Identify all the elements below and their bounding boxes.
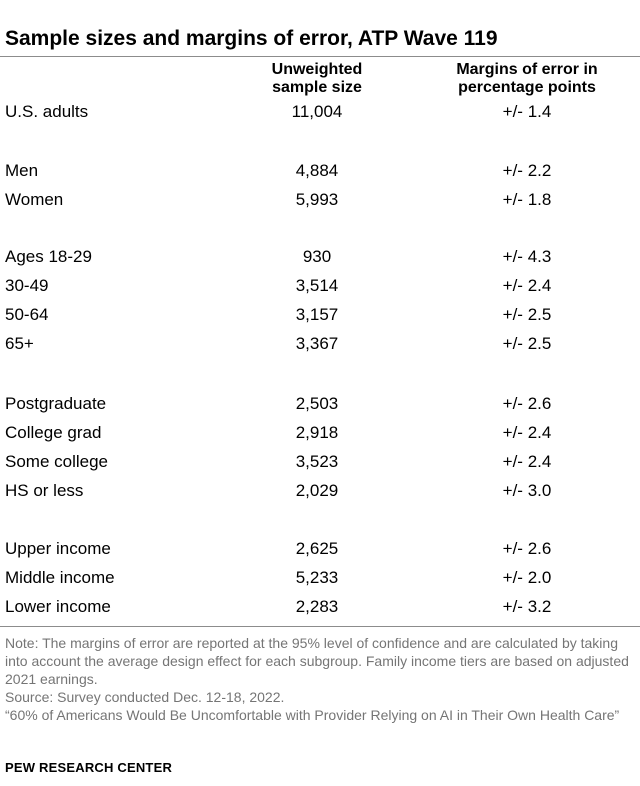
report-title: “60% of Americans Would Be Uncomfortable… <box>5 707 620 723</box>
row-sample-size: 3,514 <box>295 276 339 295</box>
row-margin-of-error: +/- 2.5 <box>502 334 552 353</box>
row-sample-size: 2,625 <box>295 539 339 558</box>
table-row: U.S. adults 11,004 +/- 1.4 <box>0 97 640 126</box>
pew-research-center-logo: PEW RESEARCH CENTER <box>5 760 173 775</box>
row-label: HS or less <box>5 481 84 500</box>
row-sample-size: 2,029 <box>295 481 339 500</box>
row-label: Middle income <box>5 568 115 587</box>
row-margin-of-error: +/- 1.8 <box>502 190 552 209</box>
row-margin-of-error: +/- 2.4 <box>502 452 552 471</box>
table-row: Postgraduate 2,503 +/- 2.6 <box>0 389 640 418</box>
row-margin-of-error: +/- 3.2 <box>502 597 552 616</box>
column-header-margin-line-1: Margins of error in <box>456 61 598 78</box>
row-sample-size: 4,884 <box>295 161 339 180</box>
row-margin-of-error: +/- 2.6 <box>502 539 552 558</box>
row-label: 30-49 <box>5 276 49 295</box>
table-row: 30-49 3,514 +/- 2.4 <box>0 271 640 300</box>
note-text: Note: The margins of error are reported … <box>5 635 629 687</box>
row-label: U.S. adults <box>5 102 89 121</box>
row-margin-of-error: +/- 2.4 <box>502 276 552 295</box>
row-margin-of-error: +/- 2.0 <box>502 568 552 587</box>
table-row: HS or less 2,029 +/- 3.0 <box>0 476 640 505</box>
column-header-sample-size: Unweighted sample size <box>232 61 402 97</box>
table-row: 50-64 3,157 +/- 2.5 <box>0 300 640 329</box>
row-sample-size: 2,283 <box>295 597 339 616</box>
row-sample-size: 3,367 <box>295 334 339 353</box>
table-row: Lower income 2,283 +/- 3.2 <box>0 592 640 621</box>
row-sample-size: 5,993 <box>295 190 339 209</box>
source-text: Source: Survey conducted Dec. 12-18, 202… <box>5 689 285 705</box>
row-label: Men <box>5 161 39 180</box>
row-sample-size: 3,523 <box>295 452 339 471</box>
title-divider <box>0 56 640 57</box>
row-sample-size: 11,004 <box>291 102 343 121</box>
row-label: Postgraduate <box>5 394 107 413</box>
table-row: College grad 2,918 +/- 2.4 <box>0 418 640 447</box>
row-sample-size: 5,233 <box>295 568 339 587</box>
row-sample-size: 3,157 <box>295 305 339 324</box>
table-row: 65+ 3,367 +/- 2.5 <box>0 329 640 358</box>
row-sample-size: 2,918 <box>295 423 339 442</box>
row-margin-of-error: +/- 4.3 <box>502 247 552 266</box>
column-header-sample-size-line-1: Unweighted <box>271 61 363 78</box>
table-row: Women 5,993 +/- 1.8 <box>0 185 640 214</box>
row-margin-of-error: +/- 2.2 <box>502 161 552 180</box>
row-margin-of-error: +/- 3.0 <box>502 481 552 500</box>
row-margin-of-error: +/- 1.4 <box>502 102 552 121</box>
page-title: Sample sizes and margins of error, ATP W… <box>5 27 498 50</box>
row-sample-size: 930 <box>302 247 332 266</box>
table-row: Upper income 2,625 +/- 2.6 <box>0 534 640 563</box>
row-margin-of-error: +/- 2.4 <box>502 423 552 442</box>
row-sample-size: 2,503 <box>295 394 339 413</box>
row-label: Upper income <box>5 539 111 558</box>
table-row: Some college 3,523 +/- 2.4 <box>0 447 640 476</box>
row-label: Women <box>5 190 64 209</box>
row-margin-of-error: +/- 2.5 <box>502 305 552 324</box>
table-row: Men 4,884 +/- 2.2 <box>0 156 640 185</box>
row-label: College grad <box>5 423 102 442</box>
column-header-sample-size-line-2: sample size <box>272 79 362 96</box>
column-header-margin-line-2: percentage points <box>458 79 596 96</box>
table-row: Ages 18-29 930 +/- 4.3 <box>0 242 640 271</box>
row-label: Ages 18-29 <box>5 247 92 266</box>
notes-divider <box>0 626 640 627</box>
column-header-margin-of-error: Margins of error in percentage points <box>430 61 624 97</box>
row-label: 50-64 <box>5 305 49 324</box>
row-label: 65+ <box>5 334 34 353</box>
row-label: Some college <box>5 452 109 471</box>
table-row: Middle income 5,233 +/- 2.0 <box>0 563 640 592</box>
row-margin-of-error: +/- 2.6 <box>502 394 552 413</box>
notes-block: Note: The margins of error are reported … <box>5 634 633 724</box>
row-label: Lower income <box>5 597 111 616</box>
